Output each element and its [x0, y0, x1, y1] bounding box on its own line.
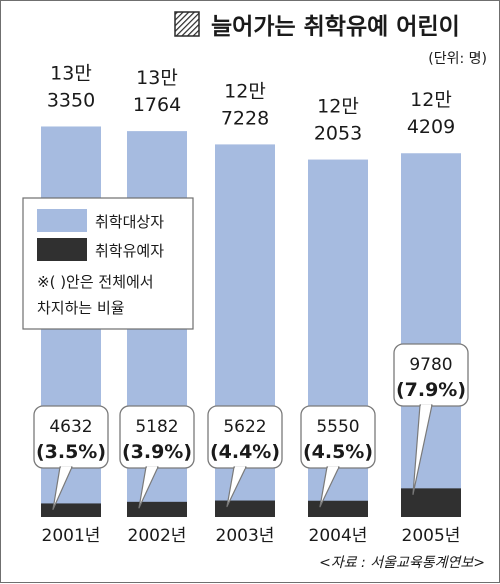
deferred-percent-label: (7.9%): [396, 379, 466, 401]
total-label-line2: 7228: [221, 107, 269, 129]
deferred-percent-label: (3.9%): [122, 441, 192, 463]
unit-label: (단위: 명): [428, 51, 487, 67]
bar-target-2005년: [401, 153, 461, 518]
category-label: 2001년: [42, 526, 101, 546]
legend: 취학대상자 취학유예자 ※( )안은 전체에서 차지하는 비율: [22, 197, 194, 330]
total-label-line2: 4209: [407, 116, 455, 138]
bar-deferred-2001년: [41, 503, 101, 517]
legend-label-deferred: 취학유예자: [95, 242, 164, 260]
source-label: <자료 : 서울교육통계연보>: [319, 555, 485, 571]
bar-deferred-2005년: [401, 488, 461, 517]
total-label-line1: 12만: [317, 96, 359, 118]
title-hatch-icon: [174, 11, 200, 37]
deferred-percent-label: (3.5%): [36, 441, 106, 463]
deferred-count-label: 5182: [135, 417, 178, 437]
legend-note-line1: ※( )안은 전체에서: [37, 273, 154, 291]
bar-deferred-2004년: [308, 500, 368, 517]
deferred-count-label: 5550: [316, 417, 359, 437]
bar-deferred-2003년: [215, 500, 275, 517]
category-label: 2004년: [309, 526, 368, 546]
deferred-percent-label: (4.4%): [210, 441, 280, 463]
total-label-line1: 12만: [410, 89, 452, 111]
deferred-count-label: 4632: [49, 417, 92, 437]
total-label-line2: 3350: [47, 89, 95, 111]
total-label-line1: 13만: [50, 62, 92, 84]
bar-deferred-2002년: [127, 501, 187, 517]
category-label: 2005년: [402, 526, 461, 546]
category-label: 2002년: [128, 526, 187, 546]
category-label: 2003년: [216, 526, 275, 546]
deferred-count-label: 5622: [223, 417, 266, 437]
legend-note-line2: 차지하는 비율: [37, 299, 125, 317]
total-label-line2: 2053: [314, 123, 362, 145]
legend-label-target: 취학대상자: [95, 213, 164, 231]
total-label-line1: 12만: [224, 80, 266, 102]
deferred-count-label: 9780: [409, 355, 452, 375]
total-label-line2: 1764: [133, 94, 181, 116]
legend-swatch-deferred: [37, 238, 87, 261]
deferred-percent-label: (4.5%): [303, 441, 373, 463]
legend-swatch-target: [37, 209, 87, 232]
chart-title: 늘어가는 취학유예 어린이: [211, 14, 460, 40]
total-label-line1: 13만: [136, 67, 178, 89]
